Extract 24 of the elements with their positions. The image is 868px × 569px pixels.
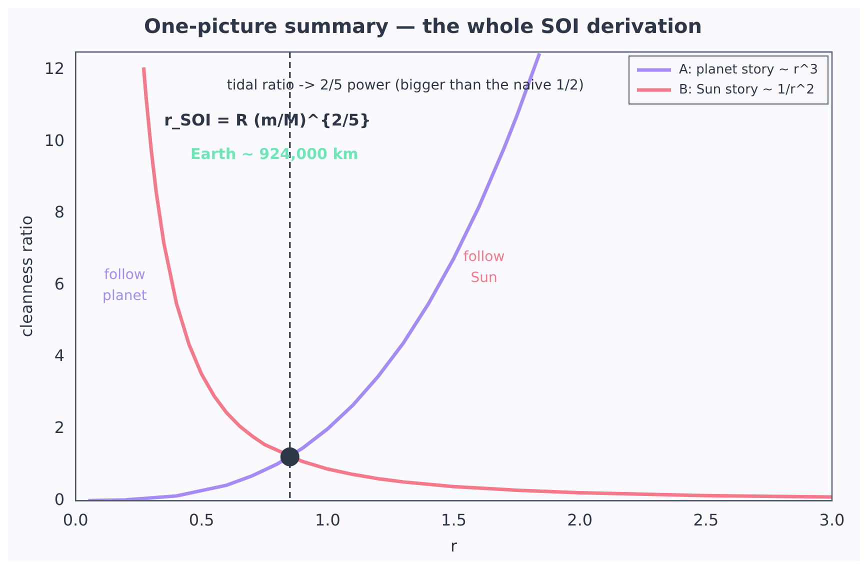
- chart-title: One-picture summary — the whole SOI derivation: [144, 14, 702, 38]
- x-axis-title: r: [450, 536, 458, 556]
- x-tick-label: 2.5: [693, 510, 719, 530]
- annotation: follow planet: [102, 266, 148, 304]
- y-axis-title: cleanness ratio: [16, 215, 36, 338]
- x-tick-label: 0.5: [188, 510, 214, 530]
- annotation: r_SOI = R (m/M)^{2/5}: [164, 110, 371, 130]
- legend-label: B: Sun story ~ 1/r^2: [679, 82, 814, 98]
- x-tick-label: 3.0: [819, 510, 845, 530]
- x-tick-label: 0.0: [62, 510, 88, 530]
- y-tick-label: 6: [54, 274, 65, 294]
- annotation: tidal ratio -> 2/5 power (bigger than the naive 1/2): [226, 77, 584, 94]
- x-tick-label: 1.0: [314, 510, 340, 530]
- x-tick-label: 2.0: [567, 510, 593, 530]
- annotation: follow Sun: [463, 248, 505, 286]
- y-tick-label: 8: [54, 202, 65, 222]
- x-tick-label: 1.5: [441, 510, 467, 530]
- y-tick-label: 2: [54, 418, 65, 437]
- legend-label: A: planet story ~ r^3: [679, 62, 818, 78]
- y-tick-label: 0: [54, 490, 65, 509]
- y-tick-label: 4: [54, 346, 65, 366]
- y-tick-label: 10: [44, 130, 65, 150]
- annotation: Earth ~ 924,000 km: [190, 145, 358, 164]
- y-tick-label: 12: [44, 59, 65, 78]
